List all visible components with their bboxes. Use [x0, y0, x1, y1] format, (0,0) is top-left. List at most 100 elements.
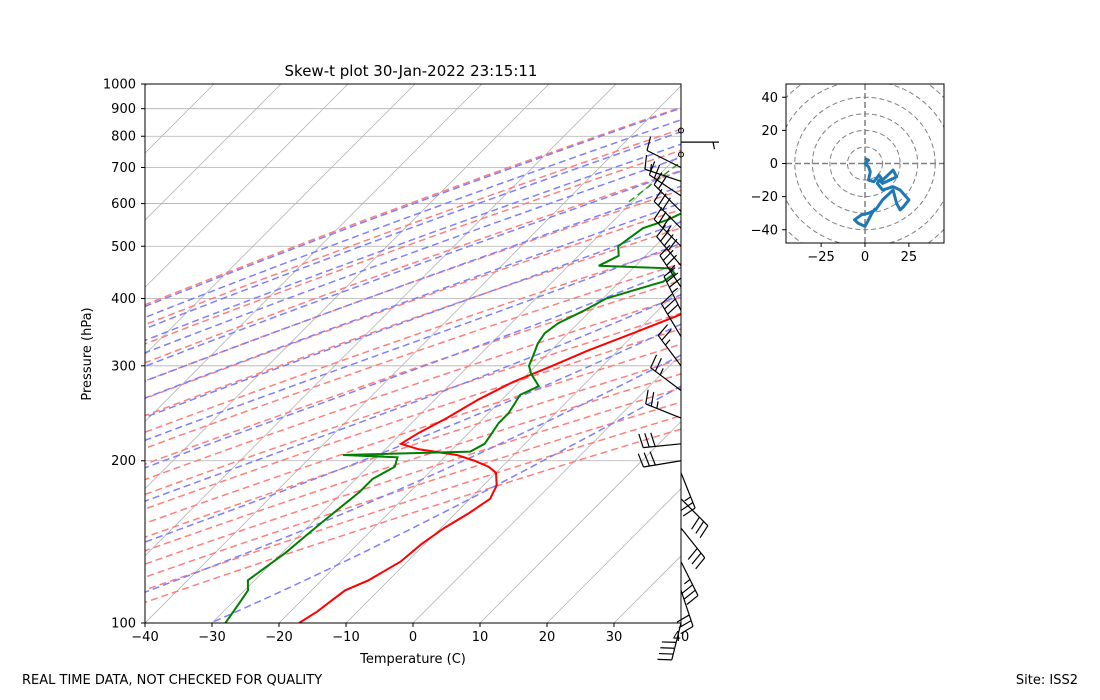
moist-adiabat	[145, 107, 681, 308]
skewt-title: Skew-t plot 30-Jan-2022 23:15:11	[285, 62, 538, 80]
moist-adiabat	[145, 185, 681, 382]
isotherm	[145, 84, 483, 423]
moist-adiabat	[145, 266, 681, 469]
dry-adiabat	[145, 428, 681, 604]
y-tick-label: 600	[111, 197, 136, 212]
quality-disclaimer: REAL TIME DATA, NOT CHECKED FOR QUALITY	[22, 673, 323, 688]
skewt-y-ticks: 100 200 300 400 500 600 700 800 900 1000	[103, 78, 145, 632]
x-tick-label: 30	[606, 630, 623, 645]
wind-barb	[660, 293, 682, 337]
isotherm	[278, 219, 681, 623]
hodograph-x-ticks: −25 0 25	[807, 243, 917, 265]
dry-adiabat	[145, 149, 681, 345]
y-tick-label: 1000	[103, 78, 136, 93]
wind-barb	[680, 561, 699, 605]
site-label: Site: ISS2	[1015, 673, 1078, 688]
y-tick-label: 200	[111, 454, 136, 469]
wind-barb	[680, 472, 696, 517]
dry-adiabat	[145, 343, 681, 525]
moist-adiabat	[145, 119, 681, 319]
x-tick-label: −10	[332, 630, 359, 645]
dry-adiabat	[145, 208, 681, 400]
y-tick-label: 300	[111, 359, 136, 374]
mixing-ratio-line	[961, 84, 1100, 204]
wind-barb	[653, 207, 682, 247]
hodo-x-tick-label: 0	[861, 250, 869, 265]
wind-barb	[659, 244, 682, 288]
isotherm	[546, 488, 681, 623]
skewt-plot: Skew-t plot 30-Jan-2022 23:15:11 −40 −30−…	[0, 62, 1100, 667]
mixing-ratio-line	[891, 84, 1063, 204]
x-tick-label: −20	[265, 630, 292, 645]
isotherm	[680, 622, 681, 623]
wind-barb	[680, 527, 706, 570]
dry-adiabat	[145, 262, 681, 450]
x-tick-label: 10	[472, 630, 489, 645]
y-tick-label: 700	[111, 161, 136, 176]
moist-adiabat	[145, 242, 681, 442]
isotherm	[211, 152, 681, 623]
hodo-y-tick-label: 20	[761, 124, 778, 139]
mixing-ratio-line	[942, 84, 1100, 204]
wind-barb	[676, 590, 694, 635]
hodo-x-tick-label: −25	[807, 250, 834, 265]
isotherm	[345, 286, 681, 623]
mixing-ratio-line	[731, 84, 893, 204]
isotherm	[145, 84, 550, 490]
dry-adiabat	[145, 227, 681, 417]
hodograph-ring	[846, 146, 884, 181]
isotherm	[613, 555, 681, 623]
dry-adiabat	[145, 401, 681, 578]
wind-barb	[657, 622, 682, 661]
skewt-x-ticks: −40 −30 −20 −10 0 10 20 30 40	[131, 623, 689, 645]
mixing-ratio-line	[676, 199, 681, 205]
isotherm	[0, 84, 80, 623]
isotherm	[145, 84, 282, 221]
wind-barb	[638, 432, 682, 449]
wind-barb	[648, 161, 682, 197]
wind-barb	[646, 136, 682, 169]
y-tick-label: 900	[111, 102, 136, 117]
isotherm	[0, 84, 13, 623]
hodo-y-tick-label: 40	[761, 91, 778, 106]
y-tick-label: 100	[111, 617, 136, 632]
x-tick-label: −40	[131, 630, 158, 645]
moist-adiabat	[145, 170, 681, 368]
temperature-profile	[298, 313, 681, 623]
y-tick-label: 400	[111, 292, 136, 307]
dewpoint-profile	[224, 212, 681, 623]
moist-adiabat	[145, 131, 681, 330]
dry-adiabat	[145, 414, 681, 591]
dry-adiabat	[145, 387, 681, 565]
isotherm	[412, 353, 681, 623]
dry-adiabat	[145, 169, 681, 364]
wind-barb	[657, 324, 682, 367]
wind-barb	[644, 154, 682, 182]
mixing-ratio-line	[977, 84, 1100, 204]
x-tick-label: 0	[409, 630, 417, 645]
dry-adiabats	[145, 106, 681, 604]
wind-barb	[650, 354, 682, 391]
isotherm	[145, 84, 416, 356]
wind-barb	[645, 389, 682, 419]
mixing-ratio-line	[765, 84, 929, 204]
isotherm	[479, 421, 681, 623]
mixing-ratio-line	[919, 84, 1092, 204]
wind-barb	[663, 267, 682, 311]
moist-adiabat	[145, 202, 681, 399]
hodograph-plot: −25 0 25 −40 −20 0 20 40	[751, 83, 945, 265]
mixing-ratio-lines	[626, 84, 1100, 205]
dry-adiabat	[145, 296, 681, 481]
hodo-y-tick-label: −40	[751, 223, 778, 238]
mixing-ratio-line	[991, 84, 1100, 204]
isotherm	[145, 85, 681, 623]
wind-barb	[680, 498, 709, 539]
wind-barb	[681, 141, 719, 150]
moist-adiabats	[145, 107, 681, 623]
wind-barbs	[637, 127, 719, 661]
dry-adiabat	[145, 128, 681, 326]
moist-adiabat	[145, 221, 681, 419]
isotherm	[145, 84, 215, 154]
dry-adiabat	[145, 312, 681, 496]
